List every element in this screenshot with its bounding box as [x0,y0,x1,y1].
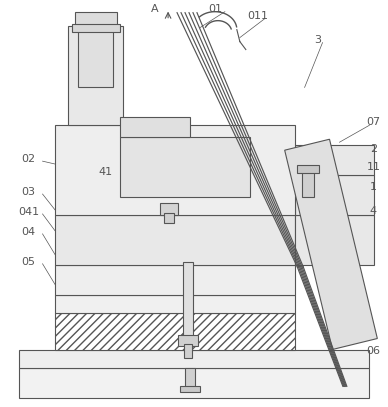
Text: 3: 3 [314,35,321,45]
Bar [294,215,374,265]
Text: 1: 1 [370,182,377,192]
Bar [19,350,369,368]
Text: A: A [151,4,159,14]
Text: 02: 02 [21,154,36,164]
Bar [294,175,374,215]
Text: 01: 01 [208,4,222,14]
Text: 011: 011 [247,11,268,21]
Bar [178,335,198,346]
Bar [294,145,374,175]
Bar [55,125,294,215]
Bar [120,137,250,197]
Bar [19,368,369,398]
Bar [160,203,178,215]
Text: 03: 03 [22,187,36,197]
Text: 11: 11 [366,162,380,172]
Text: 041: 041 [18,207,39,217]
Bar [55,313,294,350]
Bar [183,262,193,337]
Bar [297,165,319,173]
Text: 06: 06 [366,346,380,357]
Bar [55,265,294,295]
Bar [78,26,113,88]
Bar [185,368,195,388]
Text: 07: 07 [366,117,380,127]
Bar [184,344,192,359]
Bar [164,213,174,223]
Text: 4: 4 [370,206,377,216]
Bar [120,117,190,137]
Bar [301,172,314,197]
Polygon shape [285,139,378,350]
Text: 41: 41 [98,167,113,177]
Bar [73,24,120,32]
Text: 05: 05 [22,257,36,267]
Bar [75,12,117,26]
Text: 04: 04 [21,227,36,237]
Bar [180,386,200,392]
Bar [68,26,123,125]
Bar [55,215,294,265]
Bar [55,295,294,313]
Text: 2: 2 [370,144,377,154]
